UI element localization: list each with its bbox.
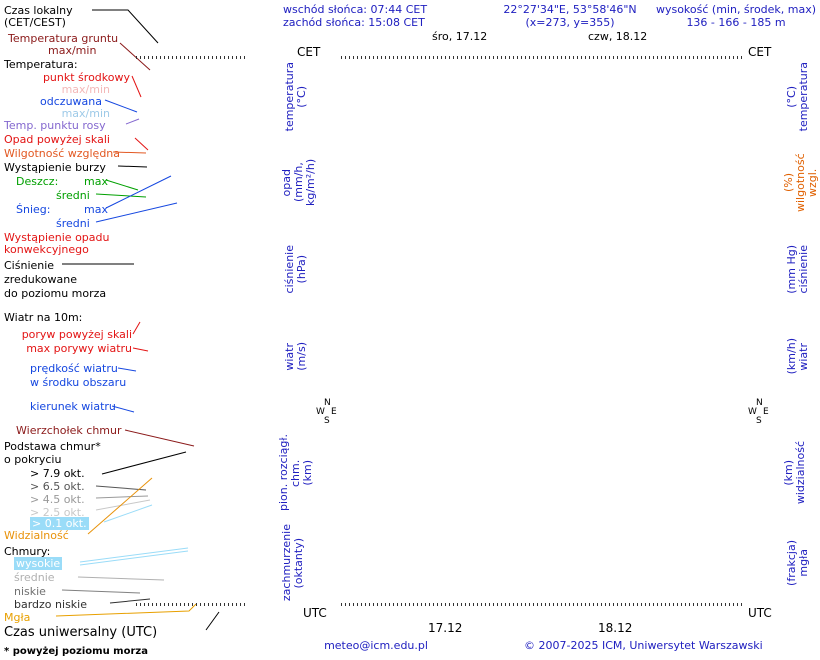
- axis-label-cloudext-left: pion. rozciągł. chm. (km): [277, 434, 314, 512]
- compass-e: E: [331, 407, 337, 417]
- legend-okt79: > 7.9 okt.: [30, 467, 85, 480]
- legend-dew: Temp. punktu rosy: [4, 119, 106, 132]
- legend-wind10: Wiatr na 10m:: [4, 311, 83, 324]
- compass-left: N W E S: [316, 398, 338, 428]
- legend-temp-mid: punkt środkowy: [42, 71, 130, 84]
- legend-cloud-base-2: o pokryciu: [4, 453, 62, 466]
- axis-label-visibility-right: (km) widzialność: [782, 441, 807, 505]
- legend-cloud-top: Wierzchołek chmur: [16, 424, 122, 437]
- ruler-top-mini: [136, 56, 246, 59]
- legend-clouds-heading: Chmury:: [4, 545, 51, 558]
- legend-humidity: Wilgotność względna: [4, 147, 121, 160]
- compass-s: S: [756, 416, 762, 426]
- axis-label-temperature-left: temperatura (°C): [283, 62, 308, 132]
- legend-local-time-2: (CET/CEST): [4, 16, 66, 29]
- utc-label-right: UTC: [748, 606, 772, 620]
- footnote: * powyżej poziomu morza: [4, 646, 148, 657]
- axis-label-okta-left: zachmurzenie (oktanty): [280, 524, 305, 602]
- compass-right: N W E S: [748, 398, 770, 428]
- legend-temperature-heading: Temperatura:: [4, 58, 78, 71]
- legend-clouds-low: niskie: [14, 585, 46, 598]
- legend-okt01: > 0.1 okt.: [30, 517, 89, 530]
- ruler-bottom-main: [341, 603, 742, 606]
- compass-e: E: [763, 407, 769, 417]
- legend-utc: Czas uniwersalny (UTC): [4, 625, 158, 640]
- legend-rain-avg: średni: [56, 189, 90, 202]
- cet-label-left: CET: [297, 45, 321, 59]
- sunset-time: zachód słońca: 15:08 CET: [283, 16, 425, 29]
- axis-label-precip-left: opad (mm/h, kg/m²/h): [280, 158, 317, 207]
- coordinates: 22°27'34"E, 53°58'46"N: [503, 3, 637, 16]
- legend-gust-above: poryw powyżej skali: [21, 328, 132, 341]
- axis-label-pressure-right: (mm Hg) ciśnienie: [785, 245, 810, 294]
- ruler-top-main: [341, 56, 742, 59]
- legend-ground-temp-2: max/min: [48, 44, 97, 57]
- axis-label-fog-right: (frakcja) mgła: [785, 540, 810, 586]
- legend-rain-max: max: [84, 175, 108, 188]
- axis-label-temperature-right: (°C) temperatura: [785, 62, 810, 132]
- day-label-2: czw, 18.12: [588, 30, 648, 43]
- legend-precip-above: Opad powyżej skali: [4, 133, 110, 146]
- grid-point: (x=273, y=355): [525, 16, 615, 29]
- axis-label-wind-left: wiatr (m/s): [283, 342, 308, 371]
- legend-feels: odczuwana: [40, 95, 102, 108]
- sunrise-time: wschód słońca: 07:44 CET: [283, 3, 428, 16]
- legend-storm: Wystąpienie burzy: [4, 161, 106, 174]
- compass-n: N: [756, 398, 763, 408]
- utc-label-left: UTC: [303, 606, 327, 620]
- legend-clouds-mid: średnie: [14, 571, 55, 584]
- legend-temp-maxmin: max/min: [61, 83, 110, 96]
- legend-visibility: Widzialność: [4, 529, 69, 542]
- contact-email-link[interactable]: meteo@icm.edu.pl: [324, 639, 428, 652]
- legend-snow-max: max: [84, 203, 108, 216]
- legend-gust-max: max porywy wiatru: [26, 342, 132, 355]
- compass-s: S: [324, 416, 330, 426]
- date-label-1: 17.12: [428, 621, 463, 635]
- compass-w: W: [748, 407, 757, 417]
- legend-okt65: > 6.5 okt.: [30, 480, 85, 493]
- legend-convective-2: konwekcyjnego: [4, 243, 89, 256]
- cet-label-right: CET: [748, 45, 772, 59]
- legend-rain: Deszcz:: [16, 175, 59, 188]
- legend-local-time: Czas lokalny: [4, 4, 73, 17]
- compass-n: N: [324, 398, 331, 408]
- legend-feels-maxmin: max/min: [61, 107, 110, 120]
- day-label-1: śro, 17.12: [432, 30, 488, 43]
- axis-label-wind-right: (km/h) wiatr: [785, 338, 810, 375]
- legend-snow-avg: średni: [56, 217, 90, 230]
- legend-clouds-very-low: bardzo niskie: [14, 598, 87, 611]
- ruler-bottom-mini: [136, 603, 246, 606]
- date-label-2: 18.12: [598, 621, 633, 635]
- legend-okt45: > 4.5 okt.: [30, 493, 85, 506]
- legend-cloud-base-1: Podstawa chmur*: [4, 440, 101, 453]
- legend-wind-dir: kierunek wiatru: [30, 400, 116, 413]
- legend-convective: Wystąpienie opadu: [4, 231, 110, 244]
- copyright: © 2007-2025 ICM, Uniwersytet Warszawski: [524, 639, 763, 652]
- altitude-values: 136 - 166 - 185 m: [686, 16, 786, 29]
- legend-wind-speed-2: w środku obszaru: [30, 376, 127, 389]
- legend-ground-temp: Temperatura gruntu: [8, 32, 119, 45]
- legend-clouds-high: wysokie: [14, 557, 63, 570]
- legend-pressure-3: do poziomu morza: [4, 287, 107, 300]
- legend-pressure-1: Ciśnienie: [4, 259, 55, 272]
- legend-okt25: > 2.5 okt.: [30, 506, 85, 519]
- axis-label-pressure-left: ciśnienie (hPa): [283, 245, 308, 294]
- legend-snow: Śnieg:: [16, 203, 51, 216]
- compass-w: W: [316, 407, 325, 417]
- legend-wind-speed-1: prędkość wiatru: [30, 362, 118, 375]
- altitude-title: wysokość (min, środek, max): [655, 3, 817, 16]
- legend-fog: Mgła: [4, 611, 31, 624]
- legend-pressure-2: zredukowane: [4, 273, 77, 286]
- axis-label-humidity-right: (%) wilgotność wzgl.: [782, 153, 819, 212]
